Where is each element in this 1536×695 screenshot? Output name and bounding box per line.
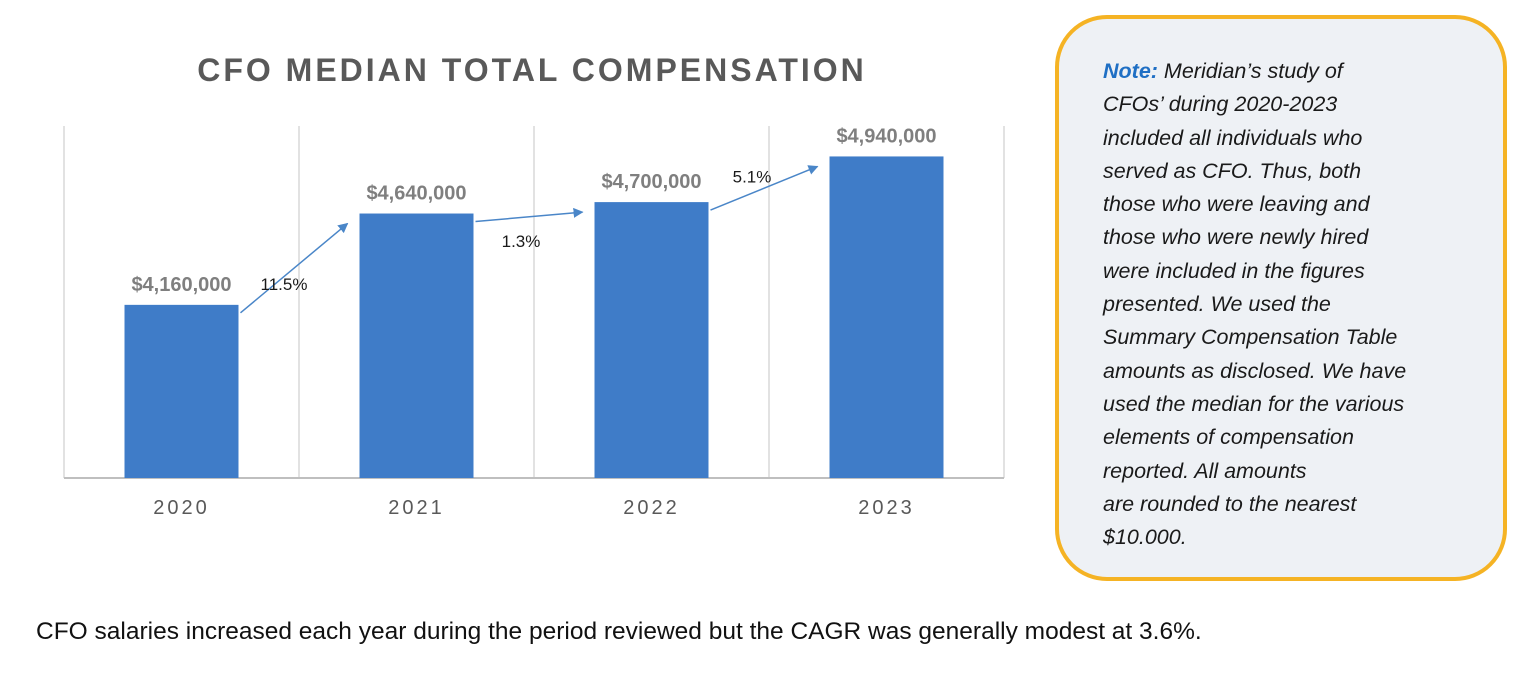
- growth-label: 5.1%: [733, 167, 772, 186]
- data-label: $4,700,000: [601, 171, 701, 193]
- note-label: Note:: [1103, 59, 1158, 83]
- bar: [594, 202, 709, 479]
- data-label: $4,640,000: [366, 183, 466, 205]
- bar: [124, 304, 239, 478]
- growth-arrow: [475, 207, 584, 223]
- bar: [829, 156, 944, 478]
- caption: CFO salaries increased each year during …: [36, 618, 1202, 645]
- growth-arrow: [710, 165, 819, 211]
- note-text: Meridian’s study of CFOs’ during 2020-20…: [1103, 59, 1407, 550]
- bar: [359, 213, 474, 478]
- growth-arrow: [240, 222, 349, 314]
- growth-label: 1.3%: [502, 232, 541, 251]
- growth-label: 11.5%: [261, 275, 308, 294]
- x-tick-label: 2020: [153, 497, 210, 519]
- x-tick-label: 2023: [858, 497, 915, 519]
- x-tick-label: 2022: [623, 497, 680, 519]
- data-label: $4,160,000: [131, 274, 231, 296]
- chart-title: CFO MEDIAN TOTAL COMPENSATION: [197, 52, 867, 88]
- bar-chart: $4,160,000 2020 $4,640,000 2021 $4,700,000 20…: [63, 125, 1005, 519]
- x-tick-label: 2021: [388, 497, 445, 519]
- data-label: $4,940,000: [836, 125, 936, 147]
- note-box: Note: Meridian’s study of CFOs’ during 2…: [1055, 15, 1507, 581]
